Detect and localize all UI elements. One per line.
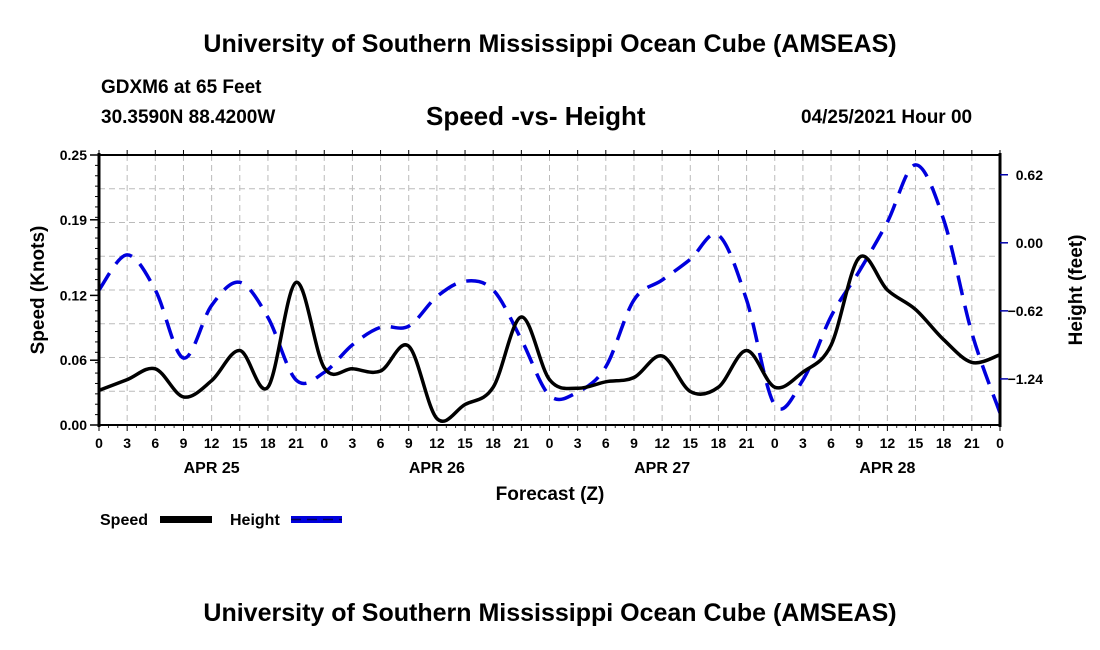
x-tick-label: 6 [827, 435, 835, 451]
day-label: APR 26 [409, 460, 465, 477]
y-axis-label: Speed (Knots) [28, 226, 49, 355]
x-tick-label: 6 [602, 435, 610, 451]
chart-title: Speed -vs- Height [426, 101, 646, 131]
y-tick-label: 0.19 [60, 212, 87, 228]
x-tick-label: 9 [630, 435, 638, 451]
axis-labels: Speed (Knots) Height (feet) Forecast (Z) [28, 226, 1087, 505]
footer-title: University of Southern Mississippi Ocean… [203, 599, 897, 627]
day-label: APR 28 [859, 460, 915, 477]
x-tick-label: 18 [260, 435, 276, 451]
x-axis-label: Forecast (Z) [496, 484, 605, 505]
x-tick-label: 12 [204, 435, 220, 451]
x-tick-label: 3 [349, 435, 357, 451]
x-tick-label: 18 [711, 435, 727, 451]
x-tick-label: 12 [429, 435, 445, 451]
x-tick-label: 15 [682, 435, 698, 451]
x-tick-label: 3 [799, 435, 807, 451]
station-label: GDXM6 at 65 Feet [101, 77, 262, 98]
x-tick-label: 15 [908, 435, 924, 451]
series-line-speed [99, 254, 1000, 423]
x-tick-label: 9 [855, 435, 863, 451]
y2-tick-label: −0.62 [1008, 303, 1044, 319]
day-label: APR 25 [184, 460, 240, 477]
header-title: University of Southern Mississippi Ocean… [203, 30, 897, 58]
legend-swatch-speed [160, 516, 212, 523]
x-tick-label: 0 [996, 435, 1004, 451]
x-tick-label: 3 [123, 435, 131, 451]
x-tick-label: 0 [546, 435, 554, 451]
y2-axis-label: Height (feet) [1066, 235, 1087, 346]
x-tick-label: 12 [654, 435, 670, 451]
grid [99, 155, 1000, 425]
legend-label-speed: Speed [100, 512, 148, 529]
x-tick-label: 21 [514, 435, 530, 451]
legend: Speed Height [100, 512, 342, 529]
x-tick-label: 15 [232, 435, 248, 451]
day-label: APR 27 [634, 460, 690, 477]
y2-tick-label: 0.00 [1016, 235, 1043, 251]
x-tick-label: 9 [180, 435, 188, 451]
x-tick-label: 21 [964, 435, 980, 451]
y-tick-label: 0.25 [60, 147, 87, 163]
x-tick-label: 21 [288, 435, 304, 451]
axes: 0.00 0.06 0.12 0.19 0.25 0.62 0.00 −0.62 −1.24 0 3… [60, 147, 1043, 477]
y2-tick-label: 0.62 [1016, 167, 1043, 183]
series-layer [99, 163, 1000, 423]
x-tick-label: 12 [880, 435, 896, 451]
x-tick-label: 21 [739, 435, 755, 451]
x-tick-label: 15 [457, 435, 473, 451]
series-line-height [99, 163, 1000, 414]
coordinates-label: 30.3590N 88.4200W [101, 107, 276, 128]
x-tick-label: 9 [405, 435, 413, 451]
x-tick-label: 0 [771, 435, 779, 451]
x-tick-label: 6 [377, 435, 385, 451]
y-tick-label: 0.12 [60, 287, 87, 303]
x-tick-label: 18 [485, 435, 501, 451]
y-tick-label: 0.00 [60, 417, 87, 433]
datetime-label: 04/25/2021 Hour 00 [801, 107, 973, 128]
y-tick-label: 0.06 [60, 352, 87, 368]
x-tick-label: 6 [151, 435, 159, 451]
x-tick-label: 0 [320, 435, 328, 451]
x-tick-label: 3 [574, 435, 582, 451]
legend-label-height: Height [230, 512, 280, 529]
x-tick-label: 0 [95, 435, 103, 451]
y2-tick-label: −1.24 [1008, 371, 1044, 387]
x-tick-label: 18 [936, 435, 952, 451]
